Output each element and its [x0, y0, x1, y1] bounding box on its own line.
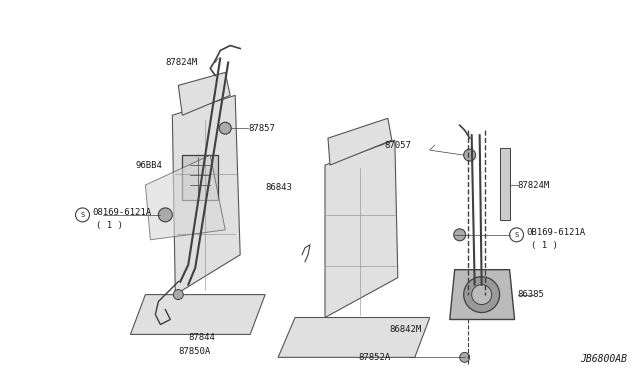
Polygon shape — [179, 73, 230, 115]
Polygon shape — [325, 140, 398, 318]
Text: 0B169-6121A: 0B169-6121A — [527, 228, 586, 237]
Circle shape — [472, 285, 492, 305]
Circle shape — [173, 290, 183, 299]
Text: 87850A: 87850A — [179, 347, 211, 356]
Circle shape — [464, 149, 476, 161]
Text: 96BB4: 96BB4 — [136, 161, 163, 170]
Circle shape — [220, 122, 231, 134]
Polygon shape — [182, 155, 218, 200]
Circle shape — [454, 229, 466, 241]
Text: 87057: 87057 — [385, 141, 412, 150]
Text: S: S — [515, 232, 518, 238]
Circle shape — [460, 352, 470, 362]
Text: 87857: 87857 — [248, 124, 275, 133]
Text: S: S — [81, 212, 84, 218]
Text: 87824M: 87824M — [165, 58, 198, 67]
Polygon shape — [450, 270, 515, 320]
Text: 86385: 86385 — [518, 290, 545, 299]
Text: ( 1 ): ( 1 ) — [531, 241, 557, 250]
Text: 87844: 87844 — [188, 333, 215, 342]
Circle shape — [464, 277, 500, 312]
Circle shape — [158, 208, 172, 222]
Text: JB6800AB: JB6800AB — [580, 355, 627, 364]
Text: 86842M: 86842M — [390, 325, 422, 334]
Polygon shape — [131, 295, 265, 334]
Polygon shape — [145, 155, 225, 240]
Polygon shape — [278, 318, 430, 357]
Polygon shape — [172, 95, 240, 295]
Polygon shape — [328, 118, 392, 165]
Text: 08169-6121A: 08169-6121A — [93, 208, 152, 217]
Text: 87852A: 87852A — [358, 353, 390, 362]
Polygon shape — [500, 148, 509, 220]
Text: 87824M: 87824M — [518, 180, 550, 189]
Text: ( 1 ): ( 1 ) — [97, 221, 124, 230]
Text: 86843: 86843 — [265, 183, 292, 192]
